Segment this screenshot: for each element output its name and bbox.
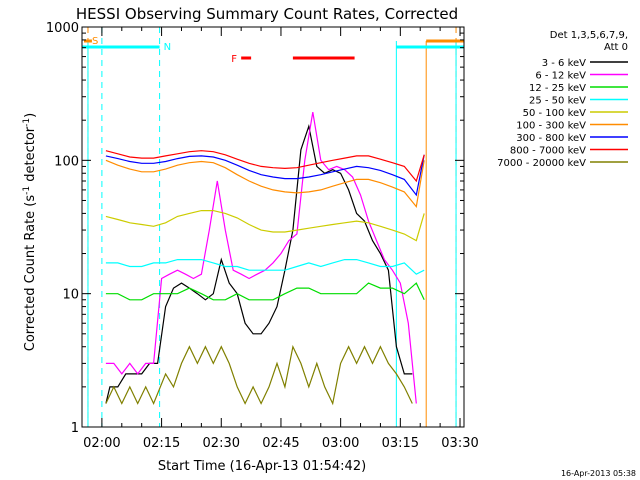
- series-line-5: [105, 159, 425, 209]
- x-tick-label: 03:30: [441, 436, 478, 451]
- night-label: N: [164, 42, 171, 53]
- plot-frame: [81, 26, 465, 428]
- series-line-7: [105, 150, 425, 183]
- legend-header-2: Att 0: [604, 42, 628, 53]
- legend-label: 300 - 800 keV: [516, 133, 586, 144]
- series-line-8: [105, 344, 413, 406]
- y-tick-label: 1: [71, 421, 79, 436]
- legend-label: 6 - 12 keV: [535, 71, 586, 82]
- series-line-3: [105, 259, 425, 275]
- legend-label: 12 - 25 keV: [529, 83, 586, 94]
- saa-label: S: [92, 36, 98, 47]
- legend-label: 25 - 50 keV: [529, 96, 586, 107]
- y-axis-label: Corrected Count Rate (s-1 detector-1): [22, 113, 38, 351]
- legend-label: 7000 - 20000 keV: [497, 158, 586, 169]
- x-tick-label: 02:00: [83, 436, 120, 451]
- x-tick-label: 02:45: [262, 436, 299, 451]
- legend-label: 50 - 100 keV: [523, 108, 587, 119]
- x-axis-label: Start Time (16-Apr-13 01:54:42): [158, 459, 366, 474]
- legend-header-1: Det 1,3,5,6,7,9,: [550, 30, 628, 41]
- chart-title: HESSI Observing Summary Count Rates, Cor…: [76, 5, 458, 23]
- series-line-2: [105, 282, 425, 301]
- legend-label: 800 - 7000 keV: [510, 146, 586, 157]
- series-line-1: [105, 112, 417, 404]
- legend-label: 100 - 300 keV: [516, 121, 586, 132]
- legend: Det 1,3,5,6,7,9, Att 0 3 - 6 keV 6 - 12 k…: [497, 30, 628, 169]
- y-tick-label: 1000: [46, 21, 79, 36]
- series-line-4: [105, 210, 425, 242]
- series-line-6: [105, 154, 425, 197]
- y-tick-label: 10: [62, 288, 79, 303]
- flare-label: F: [231, 54, 237, 65]
- plot-area: S N F: [82, 27, 464, 427]
- svg-text:Corrected Count Rate (s-1 dete: Corrected Count Rate (s-1 detector-1): [22, 113, 38, 351]
- legend-label: 3 - 6 keV: [542, 58, 586, 69]
- x-tick-label: 02:30: [203, 436, 240, 451]
- axes: 1 10 100 1000 02:00 02:15 02:30 02:45 03:00 03:15…: [46, 21, 479, 451]
- series-layer: [105, 112, 425, 406]
- x-tick-label: 03:15: [382, 436, 419, 451]
- x-tick-label: 03:00: [322, 436, 359, 451]
- x-tick-label: 02:15: [143, 436, 180, 451]
- y-tick-label: 100: [54, 154, 79, 169]
- timestamp: 16-Apr-2013 05:38: [561, 469, 636, 478]
